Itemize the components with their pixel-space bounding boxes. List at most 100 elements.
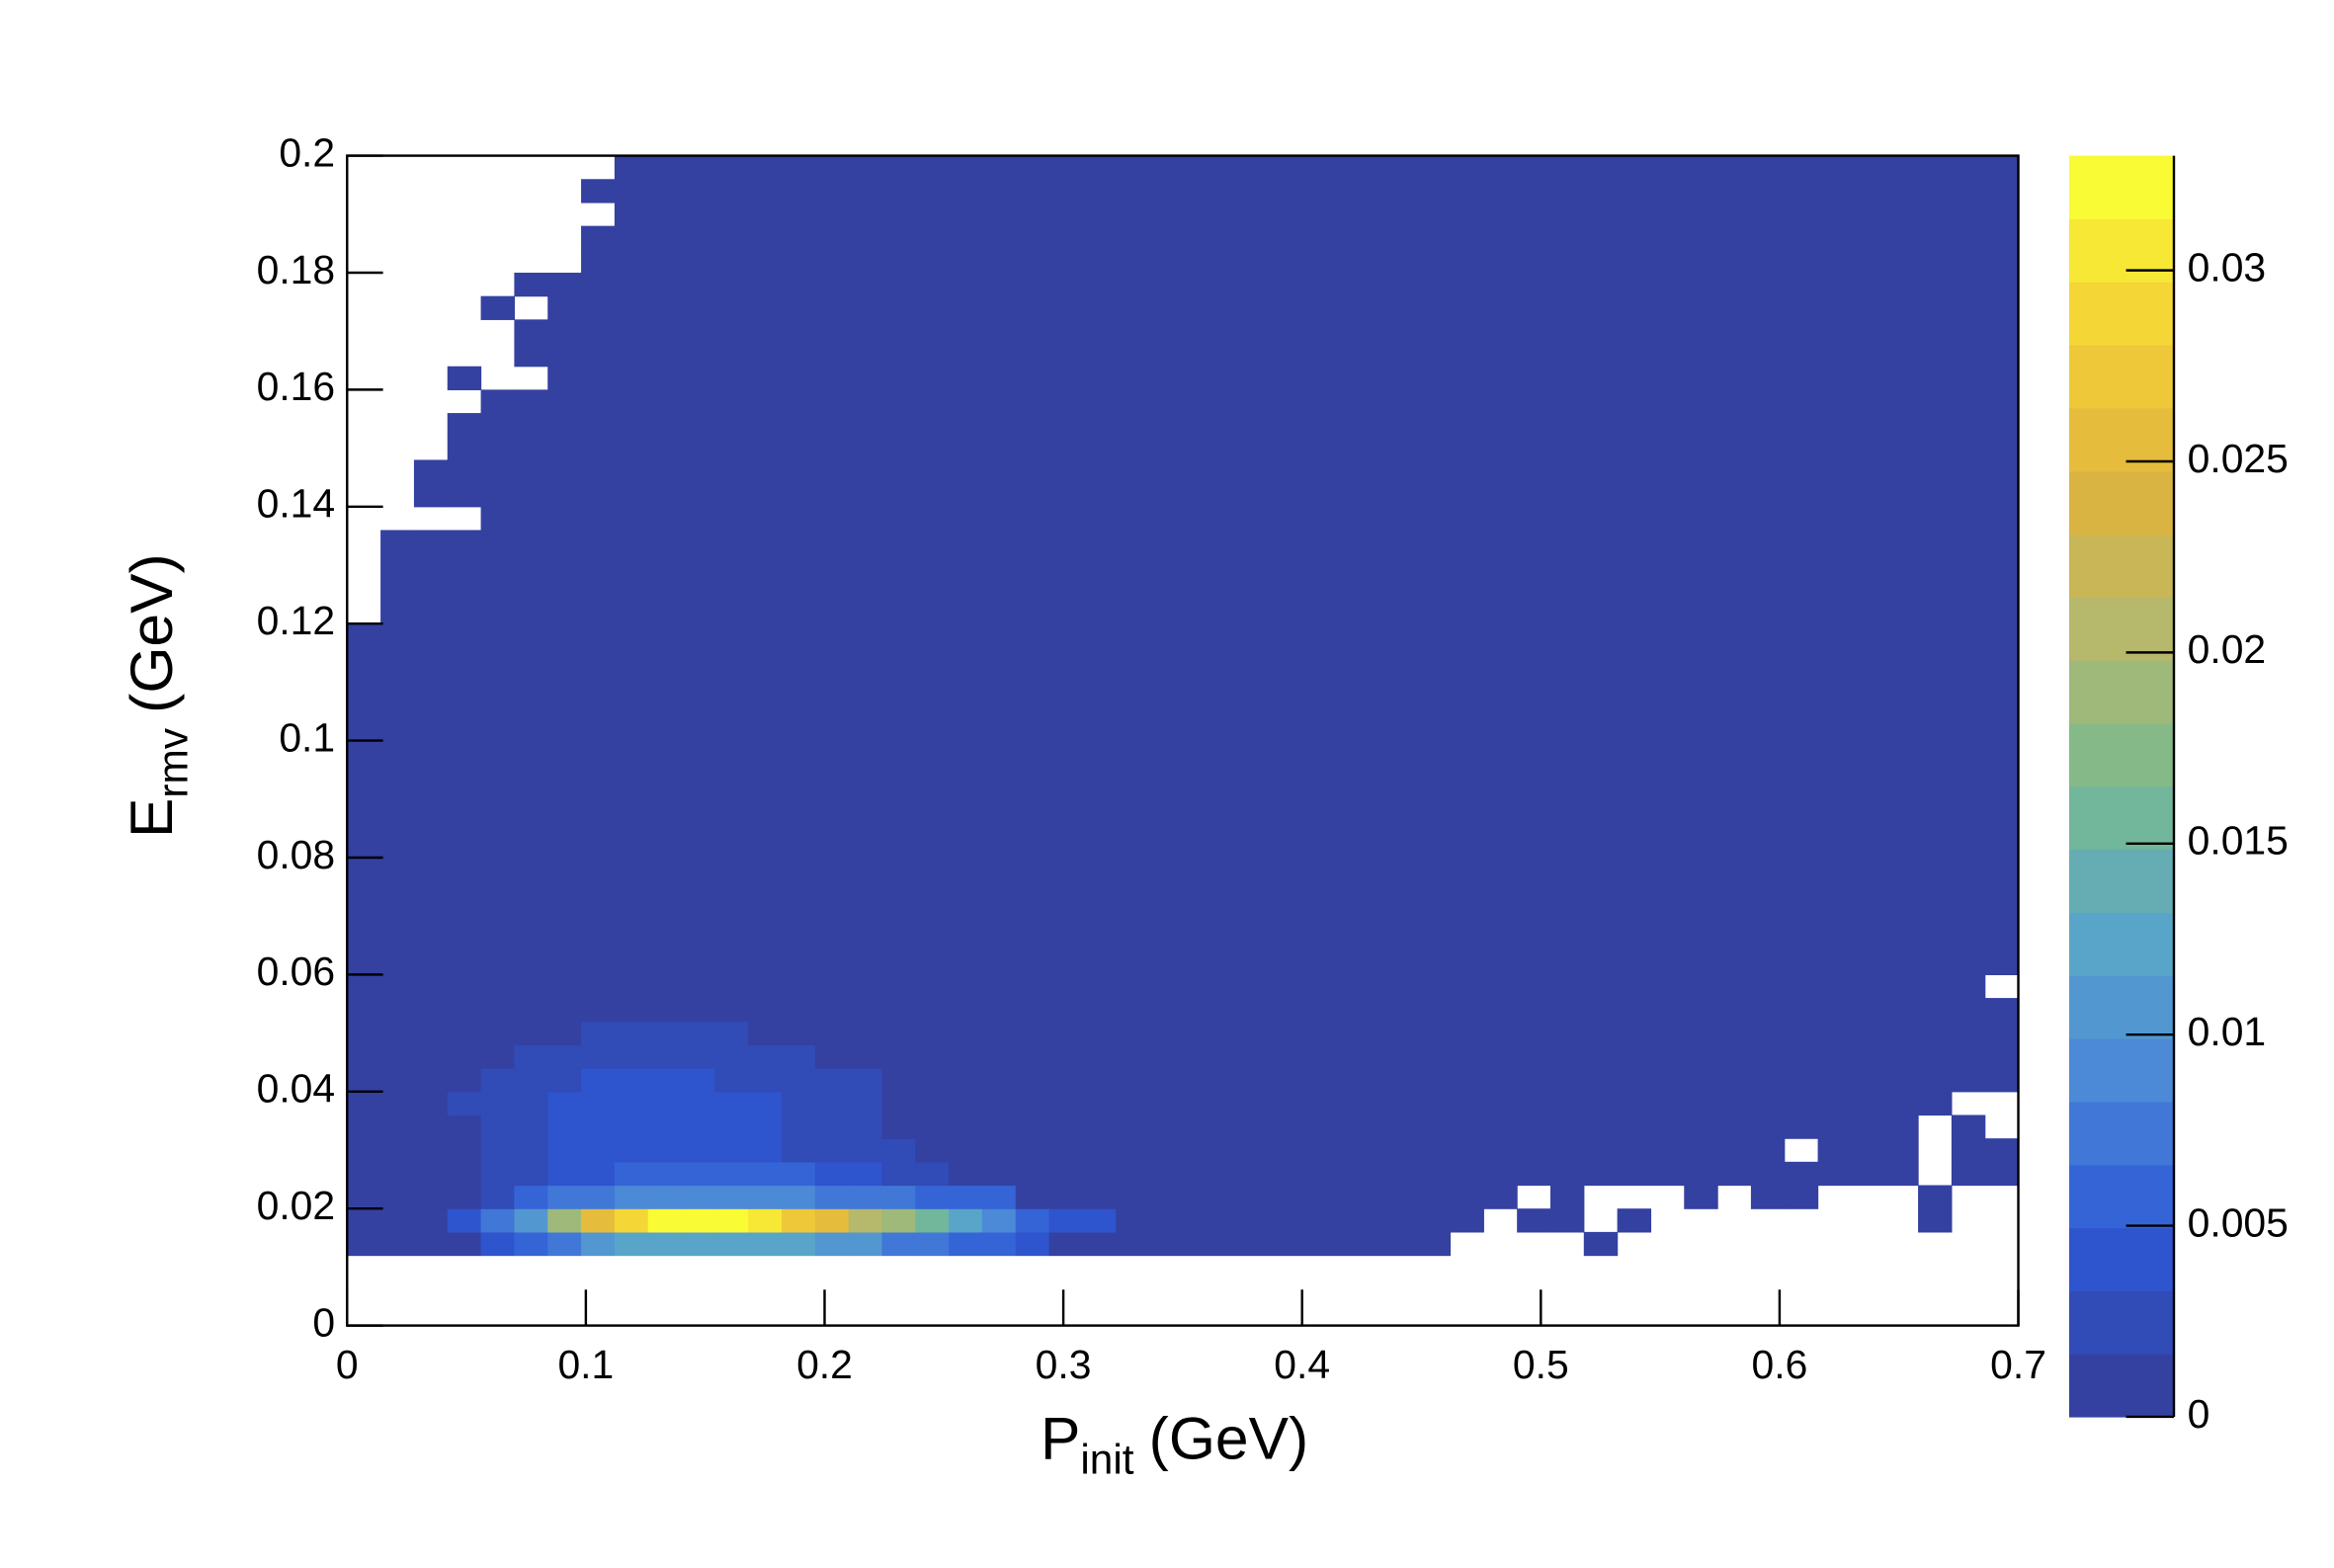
cell <box>1249 576 1284 602</box>
cell <box>1350 225 1384 250</box>
cell <box>1382 1021 1418 1046</box>
cell <box>1817 950 1853 976</box>
cell <box>1048 553 1084 578</box>
cell <box>1116 389 1150 414</box>
cell <box>1382 646 1418 672</box>
cell <box>447 810 482 835</box>
cell <box>1517 974 1551 999</box>
cell <box>1750 974 1786 999</box>
cell <box>581 530 616 554</box>
cell <box>1951 834 1986 859</box>
cell <box>748 249 783 274</box>
cell <box>1382 389 1418 414</box>
cell <box>1350 366 1384 390</box>
cell <box>514 389 548 414</box>
cell <box>1851 389 1885 414</box>
cell <box>915 600 950 624</box>
cell <box>1684 623 1718 648</box>
cell <box>1918 623 1953 648</box>
cell <box>848 389 883 414</box>
cell <box>1149 272 1184 297</box>
cell <box>1450 810 1484 835</box>
cell <box>1215 974 1251 999</box>
cell <box>981 436 1017 461</box>
cell <box>1382 694 1418 718</box>
cell <box>848 225 883 250</box>
cell <box>714 343 749 368</box>
cell <box>981 716 1017 742</box>
cell <box>1182 225 1217 250</box>
cell <box>447 974 482 999</box>
cell <box>848 413 883 438</box>
cell <box>1817 413 1853 438</box>
cell <box>681 740 715 765</box>
cell <box>1750 530 1786 554</box>
cell <box>1884 295 1919 320</box>
cell <box>981 1044 1017 1069</box>
cell <box>1382 974 1418 999</box>
cell <box>1483 764 1518 788</box>
cell <box>447 716 482 742</box>
cell <box>1784 1021 1819 1046</box>
colorbar-band <box>2069 975 2174 1039</box>
cell <box>581 1068 616 1093</box>
cell <box>1918 904 1953 929</box>
cell <box>781 928 816 952</box>
cell <box>1750 857 1786 882</box>
cell <box>1483 155 1518 180</box>
cell <box>1416 1091 1452 1116</box>
cell <box>1416 623 1452 648</box>
cell <box>1215 740 1251 765</box>
cell <box>714 272 749 297</box>
cell <box>714 646 749 672</box>
cell <box>1517 389 1551 414</box>
cell <box>1116 1021 1150 1046</box>
cell <box>347 1021 381 1046</box>
cell <box>814 716 850 742</box>
cell <box>1684 319 1718 344</box>
cell <box>1884 600 1919 624</box>
cell <box>681 1021 715 1046</box>
cell <box>1215 295 1251 320</box>
cell <box>681 1114 715 1139</box>
cell <box>1684 272 1718 297</box>
cell <box>1116 1161 1150 1187</box>
cell <box>748 530 783 554</box>
cell <box>647 179 683 204</box>
cell <box>581 1114 616 1139</box>
cell <box>480 483 516 508</box>
cell <box>1750 670 1786 695</box>
cell <box>1851 928 1885 952</box>
cell <box>781 1091 816 1116</box>
cell <box>814 1021 850 1046</box>
cell <box>748 670 783 695</box>
cell <box>480 950 516 976</box>
cell <box>1583 1161 1619 1187</box>
colorbar-tick-label: 0 <box>2188 1391 2210 1437</box>
cell <box>1350 436 1384 461</box>
cell <box>413 623 449 648</box>
cell <box>881 295 916 320</box>
cell <box>647 670 683 695</box>
cell <box>1583 694 1619 718</box>
cell <box>581 857 616 882</box>
cell <box>380 998 415 1023</box>
cell <box>1483 530 1518 554</box>
cell <box>614 1021 649 1046</box>
cell <box>514 343 548 368</box>
cell <box>1048 623 1084 648</box>
cell <box>748 928 783 952</box>
cell <box>447 1068 482 1093</box>
cell <box>1784 225 1819 250</box>
cell <box>1182 459 1217 484</box>
cell <box>881 1161 916 1187</box>
cell <box>1918 646 1953 672</box>
cell <box>1283 413 1317 438</box>
cell <box>915 225 950 250</box>
cell <box>1450 506 1484 532</box>
cell <box>814 343 850 368</box>
cell <box>1483 436 1518 461</box>
cell <box>614 716 649 742</box>
cell <box>1416 530 1452 554</box>
cell <box>1483 740 1518 765</box>
